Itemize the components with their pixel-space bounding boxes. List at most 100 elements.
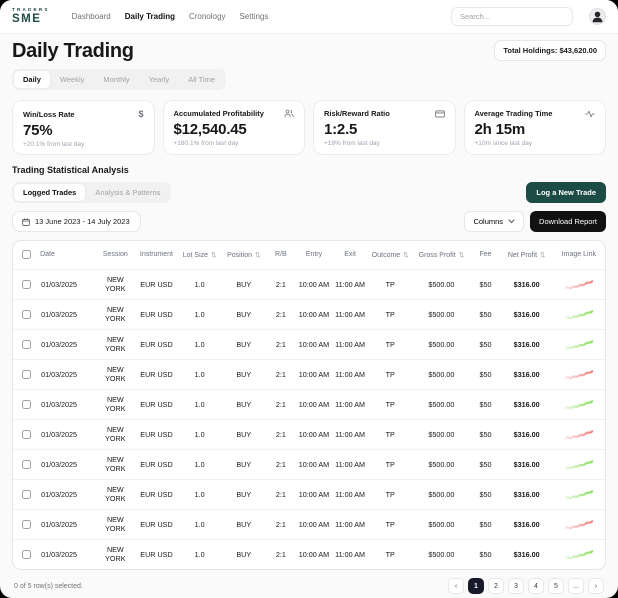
columns-dropdown-button[interactable]: Columns <box>464 211 525 232</box>
table-row[interactable]: 01/03/2025 NEW YORK EUR USD 1.0 BUY 2:1 … <box>13 509 605 539</box>
column-header-position[interactable]: Position ⇅ <box>227 251 261 259</box>
analysis-tab-analysis-patterns[interactable]: Analysis & Patterns <box>95 188 161 197</box>
pagination-page-4[interactable]: 4 <box>528 578 544 594</box>
cell-lot-size: 1.0 <box>194 339 205 349</box>
pagination-next-button[interactable]: › <box>588 578 604 594</box>
cell-outcome: TP <box>385 489 395 499</box>
row-checkbox[interactable] <box>21 279 31 289</box>
sparkline-green-icon[interactable] <box>564 397 594 411</box>
cell-lot-size: 1.0 <box>194 399 205 409</box>
cell-rb: 2:1 <box>275 279 286 289</box>
column-header-date[interactable]: Date <box>40 251 55 259</box>
nav-item-cronology[interactable]: Cronology <box>188 12 226 21</box>
trades-table: Date Session Instrument Lot Size ⇅ Position … <box>13 241 605 569</box>
period-tab-weekly[interactable]: Weekly <box>59 75 85 84</box>
sparkline-green-icon[interactable] <box>564 487 594 501</box>
sort-icon[interactable]: ⇅ <box>539 251 546 259</box>
pagination-page-1[interactable]: 1 <box>468 578 484 594</box>
cell-net-profit: $316.00 <box>513 429 540 439</box>
column-header-session[interactable]: Session <box>102 251 128 259</box>
cell-fee: $50 <box>479 399 492 409</box>
pagination-page-2[interactable]: 2 <box>488 578 504 594</box>
cell-exit: 11:00 AM <box>335 459 365 469</box>
sort-icon[interactable]: ⇅ <box>254 251 261 259</box>
sort-icon[interactable]: ⇅ <box>211 251 217 259</box>
sparkline-red-icon[interactable] <box>564 277 594 291</box>
column-header-image-link[interactable]: Image Link <box>561 251 596 259</box>
sparkline-green-icon[interactable] <box>564 307 594 321</box>
table-row[interactable]: 01/03/2025 NEW YORK EUR USD 1.0 BUY 2:1 … <box>13 389 605 419</box>
stat-card-win-loss-rate: Win/Loss Rate $ 75% +20.1% from last day <box>12 100 155 155</box>
pagination-ellipsis[interactable]: ... <box>568 578 584 594</box>
period-tab-monthly[interactable]: Monthly <box>103 75 130 84</box>
column-header-net-profit[interactable]: Net Profit ⇅ <box>507 251 546 259</box>
table-row[interactable]: 01/03/2025 NEW YORK EUR USD 1.0 BUY 2:1 … <box>13 299 605 329</box>
sparkline-red-icon[interactable] <box>564 427 594 441</box>
cell-outcome: TP <box>385 549 395 559</box>
logo-bottom-text: SME <box>12 12 42 25</box>
column-header-instrument[interactable]: Instrument <box>139 251 173 259</box>
cell-session: NEW YORK <box>105 485 126 503</box>
column-header-fee[interactable]: Fee <box>479 251 492 259</box>
sparkline-red-icon[interactable] <box>564 367 594 381</box>
user-avatar[interactable] <box>589 8 606 25</box>
table-row[interactable]: 01/03/2025 NEW YORK EUR USD 1.0 BUY 2:1 … <box>13 539 605 569</box>
sort-icon[interactable]: ⇅ <box>403 251 409 259</box>
cell-exit: 11:00 AM <box>335 519 365 529</box>
stat-card-value: 2h 15m <box>474 121 526 138</box>
cell-outcome: TP <box>385 339 395 349</box>
sparkline-green-icon[interactable] <box>564 547 594 561</box>
table-row[interactable]: 01/03/2025 NEW YORK EUR USD 1.0 BUY 2:1 … <box>13 359 605 389</box>
activity-icon <box>585 110 595 118</box>
download-report-button[interactable]: Download Report <box>530 211 606 232</box>
select-all-checkbox[interactable] <box>21 250 31 260</box>
cell-exit: 11:00 AM <box>335 309 365 319</box>
nav-item-dashboard[interactable]: Dashboard <box>71 12 111 21</box>
cell-fee: $50 <box>479 279 492 289</box>
analysis-tab-logged-trades[interactable]: Logged Trades <box>14 184 86 201</box>
top-nav: TRADERS SME Dashboard Daily Trading Cronol… <box>0 0 618 34</box>
row-checkbox[interactable] <box>21 550 31 560</box>
sparkline-green-icon[interactable] <box>564 337 594 351</box>
row-checkbox[interactable] <box>21 309 31 319</box>
nav-item-settings[interactable]: Settings <box>239 12 269 21</box>
row-checkbox[interactable] <box>21 459 31 469</box>
search-input[interactable] <box>451 7 573 26</box>
table-row[interactable]: 01/03/2025 NEW YORK EUR USD 1.0 BUY 2:1 … <box>13 479 605 509</box>
period-tab-daily[interactable]: Daily <box>14 71 50 88</box>
cell-date: 01/03/2025 <box>41 339 78 349</box>
column-header-outcome[interactable]: Outcome ⇅ <box>371 251 409 259</box>
period-tab-yearly[interactable]: Yearly <box>148 75 170 84</box>
row-checkbox[interactable] <box>21 429 31 439</box>
table-row[interactable]: 01/03/2025 NEW YORK EUR USD 1.0 BUY 2:1 … <box>13 449 605 479</box>
table-row[interactable]: 01/03/2025 NEW YORK EUR USD 1.0 BUY 2:1 … <box>13 329 605 359</box>
column-header-exit[interactable]: Exit <box>344 251 356 259</box>
column-header-gross-profit[interactable]: Gross Profit ⇅ <box>418 251 465 259</box>
table-row[interactable]: 01/03/2025 NEW YORK EUR USD 1.0 BUY 2:1 … <box>13 419 605 449</box>
pagination-page-3[interactable]: 3 <box>508 578 524 594</box>
cell-rb: 2:1 <box>275 489 286 499</box>
column-header-r-b[interactable]: R/B <box>275 251 287 259</box>
table-row[interactable]: 01/03/2025 NEW YORK EUR USD 1.0 BUY 2:1 … <box>13 269 605 299</box>
row-checkbox[interactable] <box>21 399 31 409</box>
row-checkbox[interactable] <box>21 489 31 499</box>
columns-label: Columns <box>473 217 504 226</box>
nav-item-daily-trading[interactable]: Daily Trading <box>124 12 175 21</box>
column-header-lot-size[interactable]: Lot Size ⇅ <box>182 251 217 259</box>
column-header-entry[interactable]: Entry <box>305 251 323 259</box>
pagination-prev-button[interactable]: ‹ <box>448 578 464 594</box>
row-checkbox[interactable] <box>21 339 31 349</box>
sort-icon[interactable]: ⇅ <box>458 251 465 259</box>
cell-gross-profit: $500.00 <box>428 459 455 469</box>
sparkline-red-icon[interactable] <box>564 517 594 531</box>
cell-instrument: EUR USD <box>140 489 173 499</box>
sparkline-green-icon[interactable] <box>564 457 594 471</box>
period-tab-all-time[interactable]: All Time <box>188 75 215 84</box>
pagination-page-5[interactable]: 5 <box>548 578 564 594</box>
period-tabs: Daily Weekly Monthly Yearly All Time <box>12 69 226 90</box>
row-checkbox[interactable] <box>21 519 31 529</box>
row-checkbox[interactable] <box>21 369 31 379</box>
date-range-picker[interactable]: 13 June 2023 - 14 July 2023 <box>12 211 141 232</box>
log-new-trade-button[interactable]: Log a New Trade <box>526 182 606 203</box>
cell-instrument: EUR USD <box>140 459 173 469</box>
